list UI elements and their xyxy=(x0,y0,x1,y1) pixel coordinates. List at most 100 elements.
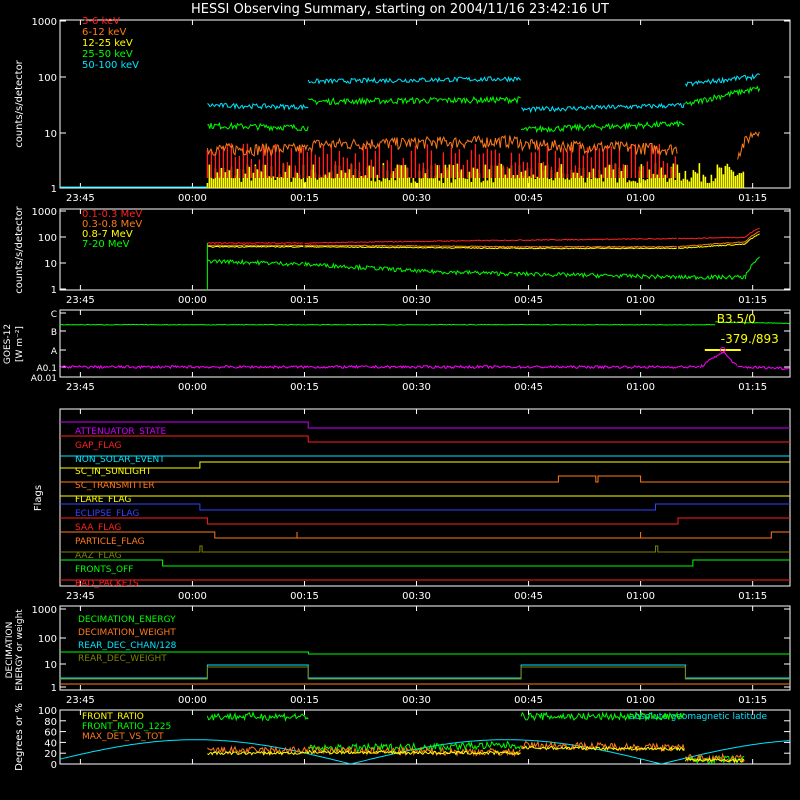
y-tick-label: 80 xyxy=(44,717,57,728)
flag-label: AAZ_FLAG xyxy=(75,551,122,561)
panel-5 xyxy=(59,709,791,765)
flare-peak-marker xyxy=(719,347,726,353)
time-tick-label: 23:45 xyxy=(66,193,95,204)
panel-1 xyxy=(59,208,791,291)
y-tick-label: 1 xyxy=(51,285,57,296)
y-axis-label: counts/s/detector xyxy=(14,205,25,293)
time-tick-label: 01:15 xyxy=(738,695,767,706)
time-tick-label: 23:45 xyxy=(66,382,95,393)
y-tick-label: 1 xyxy=(51,184,57,195)
y-tick-label: 10 xyxy=(44,660,57,671)
y-axis-label: Flags xyxy=(33,485,44,511)
flag-trace xyxy=(60,421,790,429)
flare-class-annotation: B3.5/0 xyxy=(717,312,756,326)
time-tick-label: 00:45 xyxy=(514,193,543,204)
series-50-100-kev xyxy=(207,73,761,114)
y-tick-label: 1000 xyxy=(32,207,57,218)
front-ratio-series xyxy=(207,745,745,764)
time-tick-label: 00:00 xyxy=(178,295,207,306)
flag-label: FLARE_FLAG xyxy=(75,495,131,505)
legend-entry: 3-6 keV xyxy=(82,16,120,27)
flag-label: SC_IN_SUNLIGHT xyxy=(75,467,152,477)
decimation-energy-trace xyxy=(60,651,790,655)
y-tick-label: 1000 xyxy=(32,605,57,616)
time-tick-label: 23:45 xyxy=(66,695,95,706)
y-axis-label: counts/s/detector xyxy=(14,59,25,147)
legend-entry: 12-25 keV xyxy=(82,38,133,49)
y-tick-label: C xyxy=(51,310,57,320)
y-tick-label: 1 xyxy=(51,683,57,694)
y-axis-label: DECIMATION xyxy=(5,622,15,679)
flag-label: SAA_FLAG xyxy=(75,523,121,533)
time-tick-label: 01:00 xyxy=(626,591,655,602)
series-group xyxy=(60,711,790,764)
y-axis-label: GOES-12 xyxy=(3,324,13,364)
time-tick-label: 00:45 xyxy=(514,382,543,393)
time-tick-label: 00:15 xyxy=(290,295,319,306)
time-tick-label: 00:30 xyxy=(402,695,431,706)
panel-frame xyxy=(59,605,791,691)
flag-label: PARTICLE_FLAG xyxy=(75,537,145,547)
y-tick-label: 10 xyxy=(44,129,57,140)
flag-label: ATTENUATOR_STATE xyxy=(75,427,167,437)
panel-frame xyxy=(59,709,791,765)
legend-entry: 0.3-0.8 MeV xyxy=(82,219,142,230)
time-tick-label: 01:00 xyxy=(626,295,655,306)
flag-trace xyxy=(60,475,790,483)
series-mev xyxy=(207,227,760,245)
y-tick-label: 1000 xyxy=(32,17,57,28)
time-tick-label: 00:15 xyxy=(290,193,319,204)
y-axis-unit: [W m⁻²] xyxy=(15,326,25,362)
time-tick-label: 00:15 xyxy=(290,591,319,602)
time-tick-label: 00:30 xyxy=(402,295,431,306)
rear-dec-weight-trace xyxy=(60,666,790,680)
time-tick-label: 01:15 xyxy=(738,382,767,393)
time-tick-label: 00:45 xyxy=(514,295,543,306)
y-axis-label: ENERGY or weight xyxy=(15,609,25,691)
y-tick-label: 40 xyxy=(44,738,57,749)
flag-trace xyxy=(60,559,790,567)
time-tick-label: 00:00 xyxy=(178,382,207,393)
time-tick-label: 00:45 xyxy=(514,695,543,706)
series-6-12-kev xyxy=(206,131,760,160)
time-tick-label: 00:30 xyxy=(402,382,431,393)
legend-entry: FRONT_RATIO xyxy=(82,712,144,722)
flag-trace xyxy=(60,435,790,443)
time-tick-label: 00:15 xyxy=(290,695,319,706)
front-ratio-1225-series xyxy=(206,711,745,764)
y-tick-label: 60 xyxy=(44,728,57,739)
legend-entry: 7-20 MeV xyxy=(82,239,130,250)
y-tick-label: 0 xyxy=(51,760,57,771)
time-tick-label: 00:00 xyxy=(178,591,207,602)
legend-entry: 6-12 keV xyxy=(82,27,126,38)
series-group xyxy=(206,227,760,290)
flag-label: NON_SOLAR_EVENT xyxy=(75,455,165,465)
flag-label: FRONTS_OFF xyxy=(75,565,133,575)
legend-entry: DECIMATION_WEIGHT xyxy=(78,628,176,638)
flag-trace xyxy=(60,545,790,553)
legend-entry: REAR_DEC_CHAN/128 xyxy=(78,641,177,651)
legend-entry: MAX_DET_VS_TOT xyxy=(82,732,164,742)
y-tick-label: A0.01 xyxy=(31,374,57,384)
goes-long-series xyxy=(59,321,790,326)
time-tick-label: 00:00 xyxy=(178,695,207,706)
panel-frame xyxy=(59,408,791,587)
y-tick-label: A0.1 xyxy=(37,364,57,374)
time-tick-label: 01:00 xyxy=(626,382,655,393)
time-tick-label: 01:00 xyxy=(626,695,655,706)
panel-2 xyxy=(59,309,791,378)
flag-label: BAD_PACKETS xyxy=(75,579,139,589)
legend-entry: 25-50 keV xyxy=(82,49,133,60)
y-tick-label: 100 xyxy=(38,634,57,645)
legend-entry: 0.8-7 MeV xyxy=(82,229,133,240)
chart-title: HESSI Observing Summary, starting on 200… xyxy=(191,2,609,17)
geomag-latitude-series xyxy=(60,739,790,764)
flag-label: GAP_FLAG xyxy=(75,441,121,451)
time-tick-label: 01:15 xyxy=(738,591,767,602)
y-tick-label: 20 xyxy=(44,749,57,760)
panel-4 xyxy=(59,605,791,691)
time-tick-label: 00:45 xyxy=(514,591,543,602)
y-tick-label: 100 xyxy=(38,706,57,717)
flag-trace xyxy=(60,503,790,511)
geomag-legend: absolute geomagnetic latitude xyxy=(629,712,767,722)
